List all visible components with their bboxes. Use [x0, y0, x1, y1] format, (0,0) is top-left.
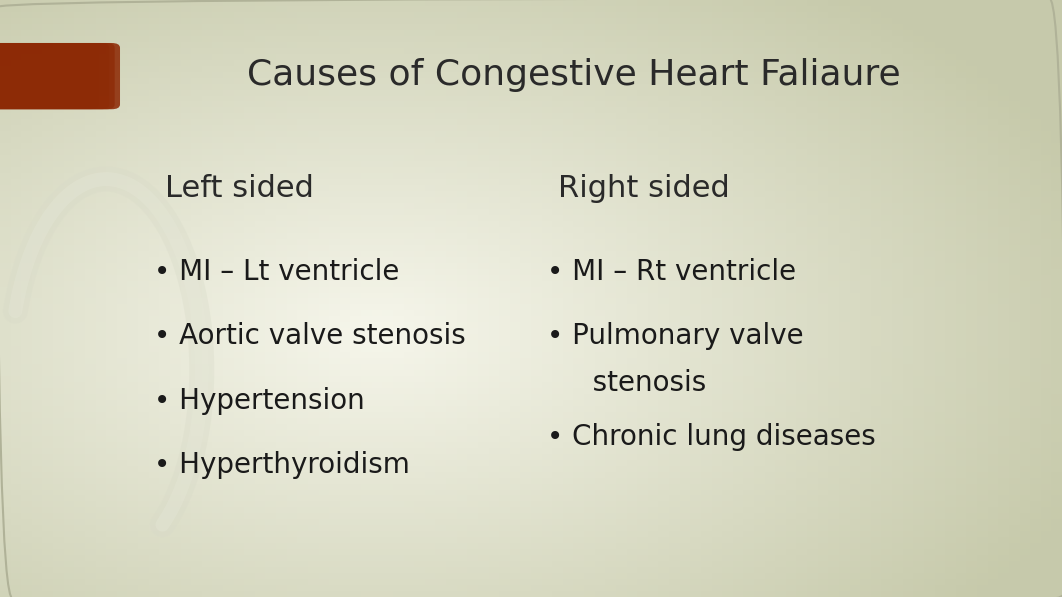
- Text: • Chronic lung diseases: • Chronic lung diseases: [547, 423, 876, 451]
- Text: Causes of Congestive Heart Faliaure: Causes of Congestive Heart Faliaure: [246, 58, 901, 91]
- Text: • Hyperthyroidism: • Hyperthyroidism: [154, 451, 410, 479]
- Text: • MI – Rt ventricle: • MI – Rt ventricle: [547, 258, 796, 285]
- FancyBboxPatch shape: [0, 43, 109, 109]
- FancyBboxPatch shape: [0, 43, 120, 109]
- Text: • Hypertension: • Hypertension: [154, 387, 364, 414]
- Text: Left sided: Left sided: [165, 174, 313, 202]
- FancyBboxPatch shape: [0, 43, 99, 109]
- FancyBboxPatch shape: [0, 43, 115, 109]
- Text: • Aortic valve stenosis: • Aortic valve stenosis: [154, 322, 466, 350]
- Text: Right sided: Right sided: [558, 174, 730, 202]
- Text: • MI – Lt ventricle: • MI – Lt ventricle: [154, 258, 399, 285]
- Text: • Pulmonary valve: • Pulmonary valve: [547, 322, 804, 350]
- Text: stenosis: stenosis: [566, 368, 706, 396]
